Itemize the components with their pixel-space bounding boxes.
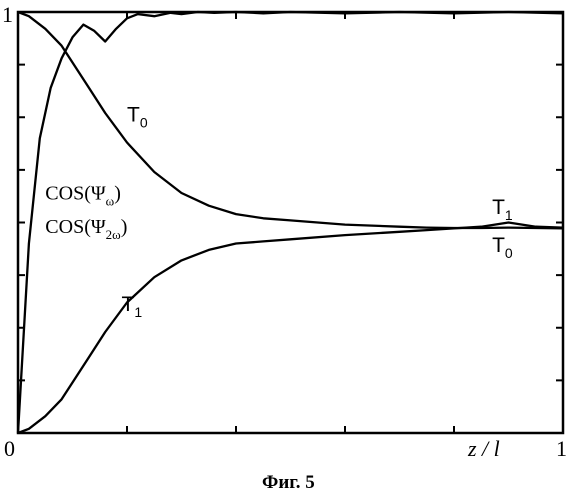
curve-label-4: T1 xyxy=(122,293,143,320)
x-tick-label-end: 1 xyxy=(556,436,567,461)
x-axis-label: z / l xyxy=(467,436,500,461)
y-tick-label-origin: 0 xyxy=(4,436,15,461)
curve-labels: T0 T1 T0 T1 COS(Ψω) COS(Ψ2ω) xyxy=(45,104,513,320)
series-line-2 xyxy=(18,223,563,434)
figure-caption: Фиг. 5 xyxy=(262,472,315,493)
curve-label-6: COS(Ψ2ω) xyxy=(45,216,127,242)
y-tick-label-top: 1 xyxy=(2,2,13,27)
curve-label-3: T0 xyxy=(492,234,513,261)
curve-label-2: T1 xyxy=(492,196,513,223)
curve-label-5: COS(Ψω) xyxy=(45,182,121,208)
curve-label-1: T0 xyxy=(127,104,148,131)
